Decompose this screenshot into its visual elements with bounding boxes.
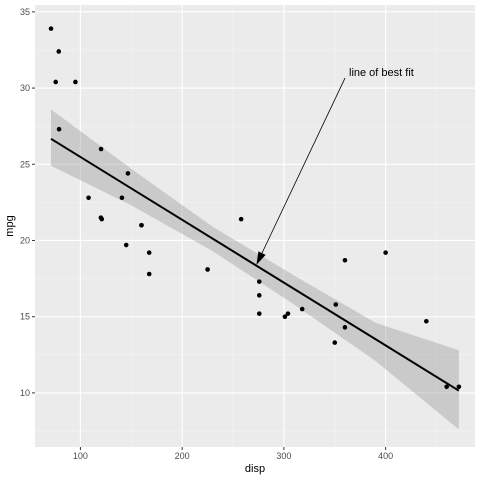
data-point bbox=[256, 311, 262, 316]
data-point bbox=[256, 293, 262, 298]
grid-minor bbox=[35, 5, 475, 447]
annotation-layer: line of best fit bbox=[256, 67, 414, 265]
data-point bbox=[256, 279, 262, 284]
data-point bbox=[342, 325, 348, 330]
data-point bbox=[146, 271, 152, 277]
data-point bbox=[56, 49, 62, 54]
data-point bbox=[125, 171, 131, 176]
data-point bbox=[123, 242, 129, 248]
data-point bbox=[98, 146, 104, 152]
fit-line-layer bbox=[50, 137, 460, 392]
y-tick-label: 15 bbox=[20, 312, 30, 322]
x-axis: 100 200 300 400 bbox=[73, 447, 393, 461]
data-point bbox=[342, 257, 348, 263]
confidence-band-layer bbox=[51, 109, 459, 430]
data-point bbox=[56, 126, 62, 132]
annotation-arrow-shaft bbox=[261, 77, 346, 254]
plot-panel bbox=[35, 5, 475, 447]
data-point bbox=[205, 267, 210, 272]
data-point bbox=[53, 79, 59, 85]
data-point bbox=[238, 216, 244, 222]
data-point bbox=[86, 195, 91, 201]
data-point bbox=[332, 340, 338, 345]
y-axis: 10 15 20 25 30 35 bbox=[20, 7, 35, 398]
annotation-text: line of best fit bbox=[349, 67, 414, 79]
data-point bbox=[285, 311, 291, 316]
data-point bbox=[299, 306, 305, 312]
x-tick-label: 400 bbox=[378, 451, 393, 461]
y-tick-label: 10 bbox=[20, 388, 30, 398]
data-point bbox=[333, 302, 339, 307]
y-axis-title: mpg bbox=[4, 215, 16, 236]
data-point bbox=[119, 195, 125, 201]
data-point bbox=[48, 26, 54, 31]
data-point bbox=[73, 79, 78, 85]
data-point bbox=[424, 318, 429, 324]
data-point bbox=[99, 216, 105, 222]
data-point bbox=[456, 384, 462, 390]
y-tick-label: 30 bbox=[20, 83, 30, 93]
x-tick-label: 300 bbox=[276, 451, 291, 461]
data-point bbox=[146, 250, 152, 255]
x-axis-title: disp bbox=[245, 463, 265, 475]
data-point bbox=[383, 250, 388, 255]
y-tick-label: 35 bbox=[20, 7, 30, 17]
x-tick-label: 100 bbox=[73, 451, 88, 461]
data-point bbox=[282, 314, 288, 319]
y-tick-label: 25 bbox=[20, 159, 30, 169]
points-layer bbox=[48, 26, 462, 390]
annotation-arrow-head bbox=[256, 251, 266, 265]
confidence-band bbox=[51, 109, 459, 430]
grid-major bbox=[35, 5, 475, 447]
x-tick-label: 200 bbox=[175, 451, 190, 461]
data-point bbox=[444, 384, 449, 390]
y-tick-label: 20 bbox=[20, 235, 30, 245]
fit-line bbox=[50, 137, 460, 392]
data-point bbox=[139, 222, 144, 228]
